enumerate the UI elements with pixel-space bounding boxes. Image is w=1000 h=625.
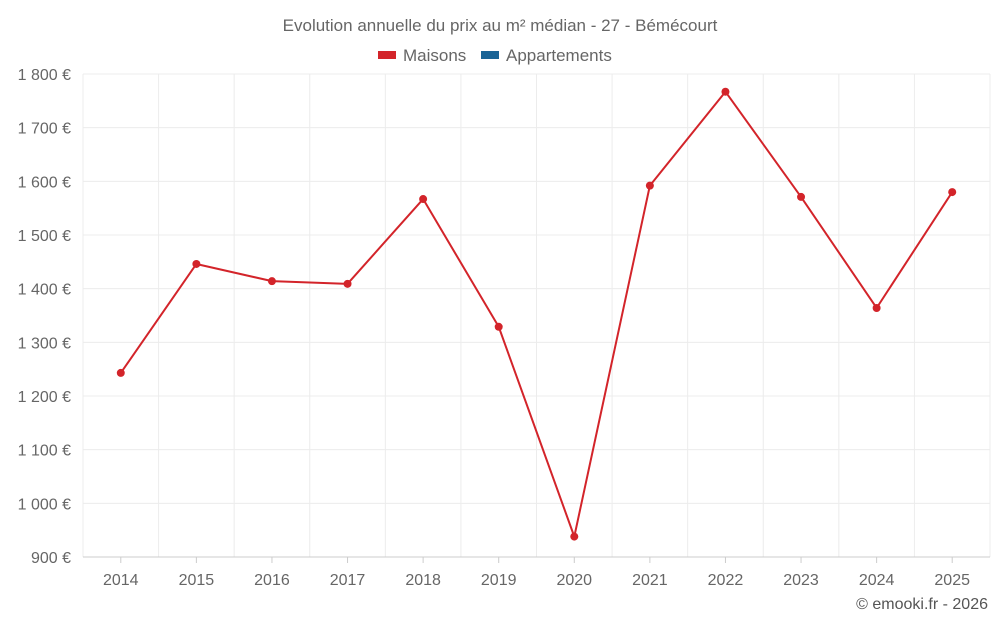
series-layer [116, 87, 957, 541]
legend-item-appartements[interactable]: Appartements [481, 46, 612, 65]
y-tick-label: 1 400 € [18, 282, 71, 299]
x-tick-label: 2017 [330, 572, 366, 589]
y-tick-label: 1 500 € [18, 228, 71, 245]
legend-swatch-maisons [378, 51, 396, 59]
data-point[interactable] [570, 532, 579, 541]
y-tick-label: 1 700 € [18, 121, 71, 138]
credit-text: © emooki.fr - 2026 [856, 596, 988, 613]
y-tick-label: 900 € [31, 550, 71, 567]
data-point[interactable] [343, 279, 352, 288]
legend-swatch-appartements [481, 51, 499, 59]
grid [82, 73, 991, 558]
data-point[interactable] [192, 259, 201, 268]
x-tick-label: 2020 [556, 572, 592, 589]
y-tick-label: 1 100 € [18, 443, 71, 460]
x-tick-label: 2015 [179, 572, 215, 589]
x-tick-label: 2025 [934, 572, 970, 589]
chart-title: Evolution annuelle du prix au m² médian … [283, 16, 718, 35]
x-tick-label: 2021 [632, 572, 668, 589]
legend-label-maisons: Maisons [403, 46, 466, 65]
y-tick-label: 1 000 € [18, 496, 71, 513]
data-point[interactable] [494, 322, 503, 331]
x-tick-label: 2018 [405, 572, 441, 589]
x-tick-label: 2014 [103, 572, 139, 589]
data-point[interactable] [645, 181, 654, 190]
y-tick-label: 1 200 € [18, 389, 71, 406]
y-axis: 900 € 1 000 € 1 100 € 1 200 € 1 300 € 1 400 €… [18, 67, 71, 567]
legend: Maisons Appartements [378, 46, 612, 65]
y-tick-label: 1 800 € [18, 67, 71, 84]
data-point[interactable] [872, 303, 881, 312]
data-point[interactable] [948, 188, 957, 197]
legend-label-appartements: Appartements [506, 46, 612, 65]
data-point[interactable] [721, 87, 730, 96]
data-point[interactable] [419, 195, 428, 204]
data-point[interactable] [797, 192, 806, 201]
x-tick-label: 2024 [859, 572, 895, 589]
data-point[interactable] [267, 277, 276, 286]
legend-item-maisons[interactable]: Maisons [378, 46, 466, 65]
y-tick-label: 1 300 € [18, 335, 71, 352]
x-tick-label: 2022 [708, 572, 744, 589]
x-tick-label: 2016 [254, 572, 290, 589]
y-tick-label: 1 600 € [18, 174, 71, 191]
series-line-maisons [119, 90, 954, 538]
x-axis: 2014 2015 2016 2017 2018 2019 2020 2021 2022 2023… [83, 556, 990, 589]
x-tick-label: 2023 [783, 572, 819, 589]
x-tick-label: 2019 [481, 572, 517, 589]
data-point[interactable] [116, 368, 125, 377]
